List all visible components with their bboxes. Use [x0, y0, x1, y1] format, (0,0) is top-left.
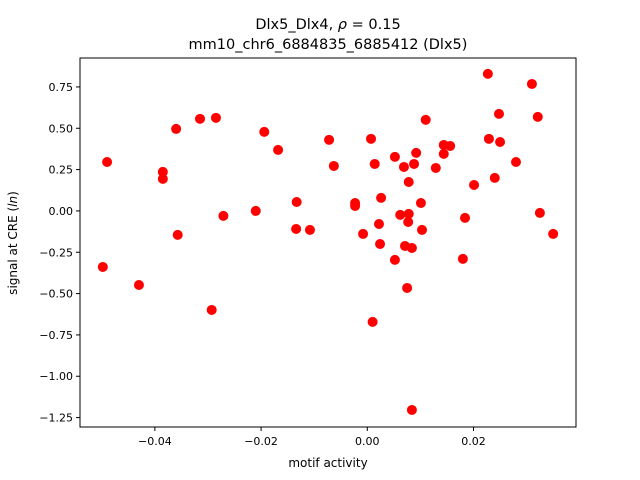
data-point — [324, 134, 335, 145]
data-point — [510, 156, 521, 167]
plot-frame — [79, 57, 577, 428]
data-point — [376, 192, 387, 203]
y-tick-label: −0.50 — [39, 288, 73, 301]
data-point — [350, 200, 361, 211]
y-tick-label: −1.00 — [39, 370, 73, 383]
data-point — [291, 223, 302, 234]
data-point — [457, 253, 468, 264]
data-point — [389, 254, 400, 265]
x-tick-label: −0.04 — [138, 435, 172, 448]
data-point — [406, 242, 417, 253]
data-point — [273, 144, 284, 155]
data-point — [420, 114, 431, 125]
data-point — [398, 161, 409, 172]
y-tick-label: −1.25 — [39, 412, 73, 425]
x-axis-label: motif activity — [288, 456, 367, 470]
data-point — [218, 210, 229, 221]
data-point — [259, 126, 270, 137]
data-point — [389, 151, 400, 162]
data-point — [460, 212, 471, 223]
data-point — [483, 133, 494, 144]
y-tick-label: −0.75 — [39, 329, 73, 342]
data-point — [375, 238, 386, 249]
data-point — [402, 282, 413, 293]
data-point — [210, 112, 221, 123]
data-point — [526, 78, 537, 89]
data-point — [102, 156, 113, 167]
data-point — [133, 279, 144, 290]
data-point — [157, 173, 168, 184]
data-point — [534, 207, 545, 218]
data-point — [495, 136, 506, 147]
x-tick-label: −0.02 — [244, 435, 278, 448]
data-point — [367, 316, 378, 327]
data-point — [411, 147, 422, 158]
data-point — [403, 208, 414, 219]
data-point — [416, 224, 427, 235]
data-point — [409, 158, 420, 169]
y-tick-label: −0.25 — [39, 246, 73, 259]
data-point — [406, 404, 417, 415]
data-point — [482, 68, 493, 79]
data-point — [548, 228, 559, 239]
data-point — [489, 172, 500, 183]
y-tick-label: 0.75 — [49, 81, 74, 94]
data-point — [415, 197, 426, 208]
y-tick-label: 0.25 — [49, 164, 74, 177]
x-axis-ticks: −0.04 −0.02 0.00 0.02 — [138, 427, 486, 448]
data-point — [469, 179, 480, 190]
x-tick-label: 0.02 — [461, 435, 486, 448]
data-point — [395, 209, 406, 220]
data-point — [445, 140, 456, 151]
data-point — [532, 111, 543, 122]
data-point — [195, 113, 206, 124]
data-point — [373, 218, 384, 229]
data-point — [250, 205, 261, 216]
data-point — [403, 176, 414, 187]
data-point — [358, 228, 369, 239]
data-point — [172, 229, 183, 240]
x-tick-label: 0.00 — [355, 435, 380, 448]
data-point — [493, 108, 504, 119]
data-points — [97, 68, 559, 415]
data-point — [403, 217, 414, 227]
chart-title-line1: Dlx5_Dlx4, ρ = 0.15 — [255, 17, 400, 33]
y-tick-label: 0.50 — [49, 122, 74, 135]
y-axis-label: signal at CRE (ln) — [6, 191, 20, 295]
data-point — [366, 133, 377, 144]
data-point — [430, 162, 441, 173]
data-point — [291, 196, 302, 207]
data-point — [97, 261, 108, 272]
y-axis-ticks: 0.75 0.50 0.25 0.00 −0.25 −0.50 −0.75 −1.00 −1.2… — [39, 81, 80, 425]
chart-title-line2: mm10_chr6_6884835_6885412 (Dlx5) — [189, 37, 468, 53]
data-point — [157, 166, 168, 177]
data-point — [304, 224, 315, 235]
data-point — [328, 160, 339, 171]
y-tick-label: 0.00 — [49, 205, 74, 218]
data-point — [171, 123, 182, 134]
data-point — [369, 158, 380, 169]
data-point — [206, 304, 217, 315]
data-point — [438, 148, 449, 159]
